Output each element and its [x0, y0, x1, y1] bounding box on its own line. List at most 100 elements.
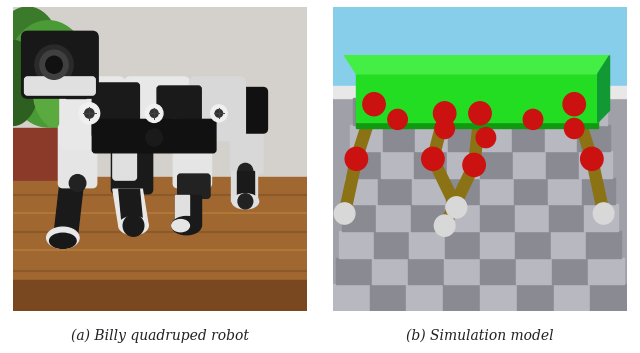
Circle shape	[84, 108, 94, 118]
Circle shape	[211, 105, 227, 122]
Polygon shape	[344, 178, 378, 204]
Polygon shape	[516, 258, 552, 284]
Circle shape	[238, 163, 253, 179]
Polygon shape	[370, 284, 406, 311]
Circle shape	[524, 109, 543, 130]
Ellipse shape	[172, 220, 189, 232]
Polygon shape	[513, 151, 547, 178]
Polygon shape	[591, 284, 627, 311]
Polygon shape	[333, 284, 370, 311]
Circle shape	[446, 197, 467, 218]
FancyBboxPatch shape	[4, 128, 63, 180]
FancyBboxPatch shape	[92, 83, 140, 138]
Polygon shape	[417, 98, 449, 125]
FancyBboxPatch shape	[22, 31, 98, 98]
Polygon shape	[339, 231, 374, 258]
Polygon shape	[480, 98, 511, 125]
Circle shape	[476, 127, 495, 148]
Ellipse shape	[172, 216, 201, 235]
Circle shape	[35, 45, 73, 84]
Polygon shape	[515, 204, 549, 231]
Polygon shape	[411, 204, 445, 231]
FancyBboxPatch shape	[178, 174, 210, 198]
Polygon shape	[374, 231, 410, 258]
Polygon shape	[54, 183, 83, 235]
Polygon shape	[415, 125, 447, 151]
FancyBboxPatch shape	[356, 101, 598, 128]
Circle shape	[469, 102, 491, 125]
Ellipse shape	[119, 216, 148, 235]
Polygon shape	[336, 258, 372, 284]
Circle shape	[580, 147, 603, 170]
Polygon shape	[449, 98, 480, 125]
Polygon shape	[511, 98, 543, 125]
Polygon shape	[548, 178, 582, 204]
Polygon shape	[342, 204, 376, 231]
Polygon shape	[480, 231, 515, 258]
Polygon shape	[480, 284, 517, 311]
Polygon shape	[230, 171, 257, 201]
Polygon shape	[381, 151, 414, 178]
Polygon shape	[444, 258, 480, 284]
Bar	[66, 68, 86, 98]
Polygon shape	[480, 151, 513, 178]
FancyBboxPatch shape	[111, 133, 153, 194]
Circle shape	[435, 119, 454, 138]
Circle shape	[168, 119, 181, 132]
Polygon shape	[175, 195, 189, 226]
Polygon shape	[406, 284, 444, 311]
Polygon shape	[545, 125, 577, 151]
FancyBboxPatch shape	[60, 77, 125, 150]
FancyBboxPatch shape	[67, 88, 268, 133]
Ellipse shape	[0, 7, 60, 98]
FancyBboxPatch shape	[113, 134, 136, 180]
Polygon shape	[353, 98, 385, 125]
FancyBboxPatch shape	[24, 77, 95, 95]
Polygon shape	[378, 178, 412, 204]
Polygon shape	[445, 231, 480, 258]
Polygon shape	[514, 178, 548, 204]
Polygon shape	[348, 151, 381, 178]
Circle shape	[79, 103, 100, 124]
Circle shape	[150, 109, 158, 118]
Polygon shape	[588, 258, 624, 284]
Circle shape	[422, 147, 444, 170]
Polygon shape	[480, 204, 515, 231]
Polygon shape	[175, 195, 201, 226]
Polygon shape	[113, 189, 148, 226]
Polygon shape	[414, 151, 447, 178]
Bar	[333, 86, 627, 98]
Polygon shape	[444, 284, 480, 311]
Bar	[13, 280, 307, 311]
Circle shape	[388, 109, 407, 130]
FancyBboxPatch shape	[92, 119, 216, 153]
Polygon shape	[598, 56, 609, 122]
FancyBboxPatch shape	[58, 124, 97, 188]
Polygon shape	[517, 284, 554, 311]
Circle shape	[146, 129, 163, 146]
Polygon shape	[480, 178, 514, 204]
Polygon shape	[447, 151, 480, 178]
Ellipse shape	[33, 53, 98, 132]
Circle shape	[334, 203, 355, 224]
Circle shape	[46, 56, 62, 73]
Polygon shape	[383, 125, 415, 151]
Polygon shape	[447, 125, 480, 151]
Polygon shape	[119, 189, 142, 220]
Circle shape	[238, 194, 253, 209]
Polygon shape	[446, 178, 480, 204]
Polygon shape	[549, 204, 584, 231]
FancyBboxPatch shape	[125, 77, 189, 150]
Polygon shape	[575, 98, 607, 125]
Polygon shape	[410, 231, 445, 258]
FancyBboxPatch shape	[173, 130, 212, 188]
FancyBboxPatch shape	[157, 86, 201, 134]
Bar	[13, 7, 307, 183]
Text: (a) Billy quadruped robot: (a) Billy quadruped robot	[71, 328, 249, 342]
Circle shape	[104, 122, 116, 135]
Ellipse shape	[232, 194, 259, 209]
Circle shape	[435, 215, 455, 236]
Polygon shape	[543, 98, 575, 125]
Circle shape	[563, 93, 586, 116]
Circle shape	[345, 147, 367, 170]
